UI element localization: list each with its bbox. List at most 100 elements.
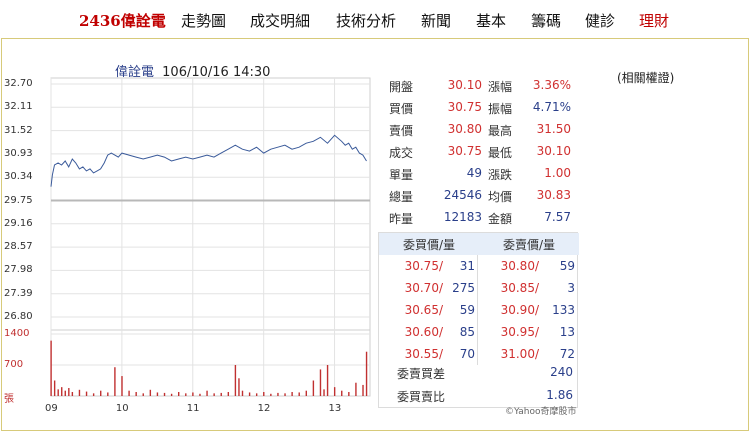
- volume-bar: [291, 392, 293, 396]
- volume-bar: [305, 390, 307, 396]
- price-tick-label: 29.75: [4, 194, 33, 206]
- volume-bar: [107, 392, 109, 396]
- related-warrants-link[interactable]: (相關權證): [617, 71, 675, 85]
- volume-bar: [206, 390, 208, 396]
- order-book: 委買價/量 委賣價/量 30.75/31 30.80/59 30.70/275 30.…: [378, 232, 579, 408]
- ask-price: 30.90/: [500, 303, 539, 317]
- bid-quantity: 59: [459, 303, 475, 317]
- quote-value: 30.83: [536, 188, 571, 202]
- bid-price: 30.55/: [404, 347, 443, 361]
- ask-quantity: 3: [567, 281, 575, 295]
- volume-bar: [156, 392, 159, 396]
- quote-label: 賣價: [389, 124, 414, 138]
- price-tick-label: 27.39: [4, 287, 33, 299]
- volume-bar: [355, 382, 357, 396]
- top-navigation: 2436偉詮電 走勢圖 成交明細 技術分析 新聞 基本 籌碼 健診 理財: [0, 0, 751, 40]
- ask-quantity: 72: [559, 347, 575, 361]
- price-tick-label: 28.57: [4, 241, 33, 253]
- order-book-rows: 30.75/31 30.80/59 30.70/275 30.85/3 30.65/59…: [379, 255, 579, 365]
- volume-bar: [333, 387, 336, 396]
- ask-price: 30.95/: [500, 325, 539, 339]
- bid-price: 30.60/: [404, 325, 443, 339]
- quote-label: 昨量: [389, 212, 414, 226]
- volume-tick-label: 700: [4, 359, 24, 370]
- nav-health-check[interactable]: 健診: [585, 12, 616, 30]
- price-tick-label: 32.70: [4, 78, 33, 89]
- price-line: [50, 134, 367, 187]
- price-tick-label: 27.98: [4, 264, 33, 276]
- volume-bar: [149, 389, 152, 396]
- quote-value: 12183: [443, 210, 482, 224]
- quote-value: 7.57: [544, 210, 571, 224]
- quote-panel: [1, 38, 749, 431]
- volume-bar: [114, 367, 116, 396]
- volume-bar: [192, 392, 194, 396]
- quote-label: 漲幅: [488, 80, 513, 94]
- quote-label: 最高: [488, 124, 513, 138]
- nav-trade-details[interactable]: 成交明細: [250, 12, 311, 30]
- volume-bar: [284, 393, 286, 396]
- price-tick-label: 32.11: [4, 101, 33, 113]
- volume-bar: [220, 392, 222, 396]
- volume-bar: [277, 392, 279, 396]
- volume-bar: [163, 392, 166, 396]
- bid-price: 30.65/: [404, 303, 443, 317]
- price-tick-label: 30.34: [4, 171, 33, 183]
- time-tick-label: 12: [257, 403, 271, 414]
- nav-news[interactable]: 新聞: [421, 12, 452, 30]
- order-ratio-label: 委買賣比: [397, 390, 446, 404]
- volume-bar: [142, 393, 144, 396]
- volume-bar: [234, 365, 237, 396]
- quote-value: 30.75: [447, 144, 482, 158]
- volume-bar: [298, 392, 300, 396]
- quote-value: 1.00: [544, 166, 571, 180]
- quote-label: 漲跌: [488, 168, 513, 182]
- volume-bar: [319, 369, 322, 396]
- volume-bar: [238, 378, 240, 396]
- volume-bars: [50, 340, 368, 396]
- quote-label: 最低: [488, 146, 513, 160]
- quote-value: 31.50: [536, 122, 571, 136]
- nav-finance[interactable]: 理財: [639, 12, 670, 30]
- volume-bar: [92, 393, 95, 396]
- volume-bar: [362, 384, 364, 396]
- order-ratio-value: 1.86: [546, 388, 573, 402]
- price-tick-label: 26.80: [4, 311, 33, 322]
- nav-fundamentals[interactable]: 基本: [476, 12, 507, 30]
- time-tick-label: 13: [328, 403, 342, 414]
- time-tick-label: 10: [115, 403, 129, 414]
- price-tick-label: 29.16: [4, 217, 33, 229]
- nav-stock-name[interactable]: 2436偉詮電: [79, 12, 166, 30]
- volume-bar: [323, 389, 325, 396]
- chart-grid: [50, 77, 371, 397]
- quote-value: 30.75: [447, 100, 482, 114]
- volume-bar: [326, 365, 329, 396]
- plot-frame: [50, 77, 371, 397]
- volume-bar: [53, 380, 56, 396]
- nav-chips[interactable]: 籌碼: [531, 12, 562, 30]
- volume-bar: [263, 392, 265, 396]
- ask-price: 30.80/: [500, 259, 539, 273]
- ask-quantity: 59: [559, 259, 575, 273]
- quote-label: 總量: [389, 190, 414, 204]
- volume-bar: [78, 389, 81, 396]
- volume-bar: [255, 393, 258, 396]
- bid-price: 30.70/: [404, 281, 443, 295]
- volume-bar: [213, 393, 215, 396]
- volume-bar: [365, 351, 368, 396]
- quote-label: 成交: [389, 146, 414, 160]
- bid-header: 委買價/量: [379, 233, 479, 255]
- volume-bar: [312, 380, 315, 396]
- volume-bar: [85, 391, 88, 396]
- order-diff-value: 240: [550, 365, 573, 379]
- volume-bar: [270, 393, 272, 396]
- nav-technical-analysis[interactable]: 技術分析: [336, 12, 397, 30]
- volume-bar: [121, 376, 123, 396]
- nav-trend-chart[interactable]: 走勢圖: [181, 12, 227, 30]
- quote-label: 開盤: [389, 80, 414, 94]
- ask-price: 31.00/: [500, 347, 539, 361]
- price-tick-label: 31.52: [4, 124, 33, 136]
- timestamp: 106/10/16 14:30: [162, 65, 271, 80]
- bid-quantity: 70: [459, 347, 475, 361]
- copyright-notice: ©Yahoo奇摩股市: [505, 407, 577, 417]
